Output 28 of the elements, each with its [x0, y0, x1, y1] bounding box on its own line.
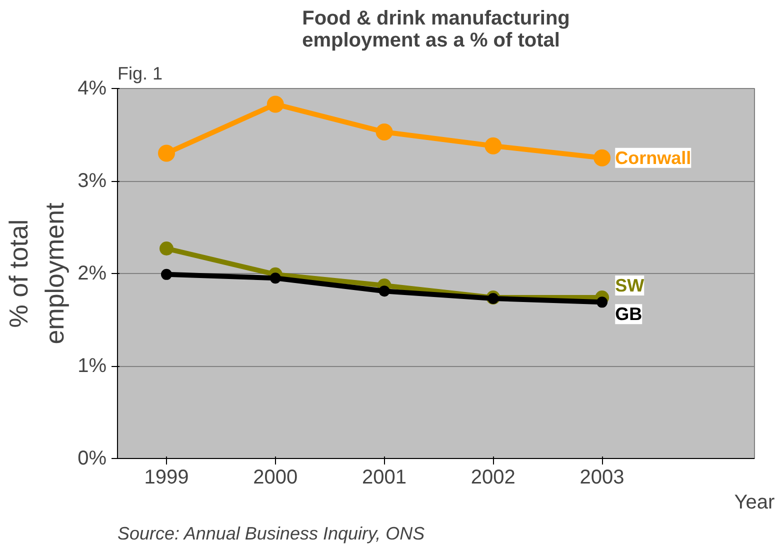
series-label: Cornwall: [615, 148, 692, 168]
point: [266, 96, 284, 113]
y-tick-label: 2%: [78, 262, 107, 284]
point: [376, 123, 393, 140]
chart-title: Food & drink manufacturing employment as a % of total: [302, 8, 570, 52]
y-tick-label: 0%: [78, 448, 107, 470]
y-axis-title: % of total employment: [4, 202, 70, 344]
point: [484, 137, 502, 154]
series-label: SW: [615, 276, 644, 296]
point: [160, 242, 174, 256]
point: [270, 272, 281, 284]
y-tick-label: 4%: [78, 78, 107, 100]
x-tick-label: 2003: [580, 466, 624, 488]
point: [158, 144, 175, 162]
y-tick-label: 1%: [78, 355, 107, 377]
x-tick-label: 1999: [144, 466, 189, 488]
x-tick-label: 2001: [362, 466, 407, 488]
point: [594, 149, 611, 166]
x-axis-title: Year: [734, 492, 776, 514]
point: [596, 296, 608, 308]
caption: Fig. 1: [118, 64, 163, 84]
x-tick-label: 2000: [253, 466, 298, 488]
y-tick-label: 3%: [78, 170, 107, 192]
series-label: GB: [615, 304, 642, 324]
point: [378, 286, 390, 297]
source-note: Source: Annual Business Inquiry, ONS: [118, 524, 425, 544]
x-tick-label: 2002: [470, 466, 516, 488]
point: [161, 268, 172, 280]
